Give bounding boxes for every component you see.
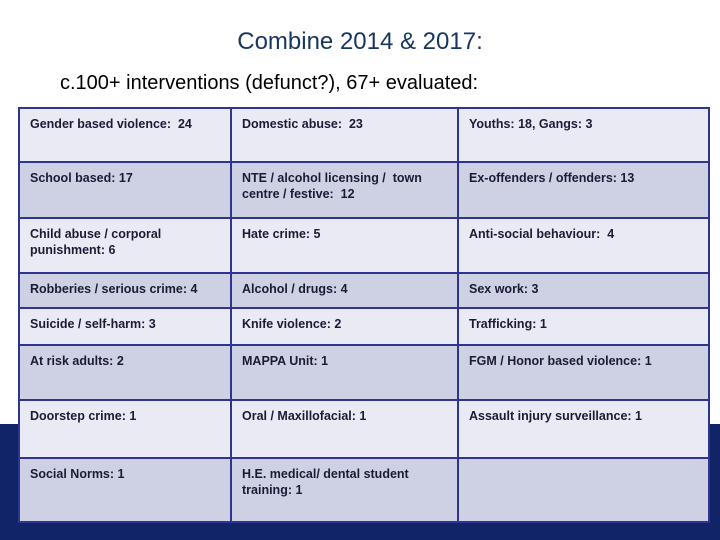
table-cell: At risk adults: 2 xyxy=(18,344,232,401)
table-cell: Ex-offenders / offenders: 13 xyxy=(457,161,710,219)
table-cell: Robberies / serious crime: 4 xyxy=(18,272,232,309)
table-cell: NTE / alcohol licensing / town centre / … xyxy=(230,161,459,219)
table-cell: FGM / Honor based violence: 1 xyxy=(457,344,710,401)
table-cell: Hate crime: 5 xyxy=(230,217,459,274)
table-row: Gender based violence: 24 Domestic abuse:… xyxy=(18,107,710,163)
interventions-table-body: Gender based violence: 24 Domestic abuse:… xyxy=(18,107,710,523)
table-row: Social Norms: 1 H.E. medical/ dental stud… xyxy=(18,457,710,523)
table-row: Child abuse / corporal punishment: 6 Hate… xyxy=(18,217,710,274)
table-cell: Child abuse / corporal punishment: 6 xyxy=(18,217,232,274)
table-row: Robberies / serious crime: 4 Alcohol / dr… xyxy=(18,272,710,309)
table-cell: Oral / Maxillofacial: 1 xyxy=(230,399,459,459)
table-row: School based: 17 NTE / alcohol licensing … xyxy=(18,161,710,219)
table-cell: School based: 17 xyxy=(18,161,232,219)
table-cell: Gender based violence: 24 xyxy=(18,107,232,163)
table-cell: Anti-social behaviour: 4 xyxy=(457,217,710,274)
interventions-table: Gender based violence: 24 Domestic abuse:… xyxy=(18,107,710,523)
table-row: Doorstep crime: 1 Oral / Maxillofacial: 1… xyxy=(18,399,710,459)
table-cell: Doorstep crime: 1 xyxy=(18,399,232,459)
table-cell: Knife violence: 2 xyxy=(230,307,459,346)
table-cell: Alcohol / drugs: 4 xyxy=(230,272,459,309)
table-cell: Suicide / self-harm: 3 xyxy=(18,307,232,346)
table-cell: Sex work: 3 xyxy=(457,272,710,309)
table-cell: Youths: 18, Gangs: 3 xyxy=(457,107,710,163)
table-cell: Social Norms: 1 xyxy=(18,457,232,523)
table-cell xyxy=(457,457,710,523)
slide-subtitle: c.100+ interventions (defunct?), 67+ eva… xyxy=(60,72,479,94)
table-cell: MAPPA Unit: 1 xyxy=(230,344,459,401)
table-row: At risk adults: 2 MAPPA Unit: 1 FGM / Hono… xyxy=(18,344,710,401)
table-cell: Trafficking: 1 xyxy=(457,307,710,346)
slide-title: Combine 2014 & 2017: xyxy=(237,28,483,55)
table-cell: Assault injury surveillance: 1 xyxy=(457,399,710,459)
table-cell: Domestic abuse: 23 xyxy=(230,107,459,163)
table-cell: H.E. medical/ dental student training: 1 xyxy=(230,457,459,523)
